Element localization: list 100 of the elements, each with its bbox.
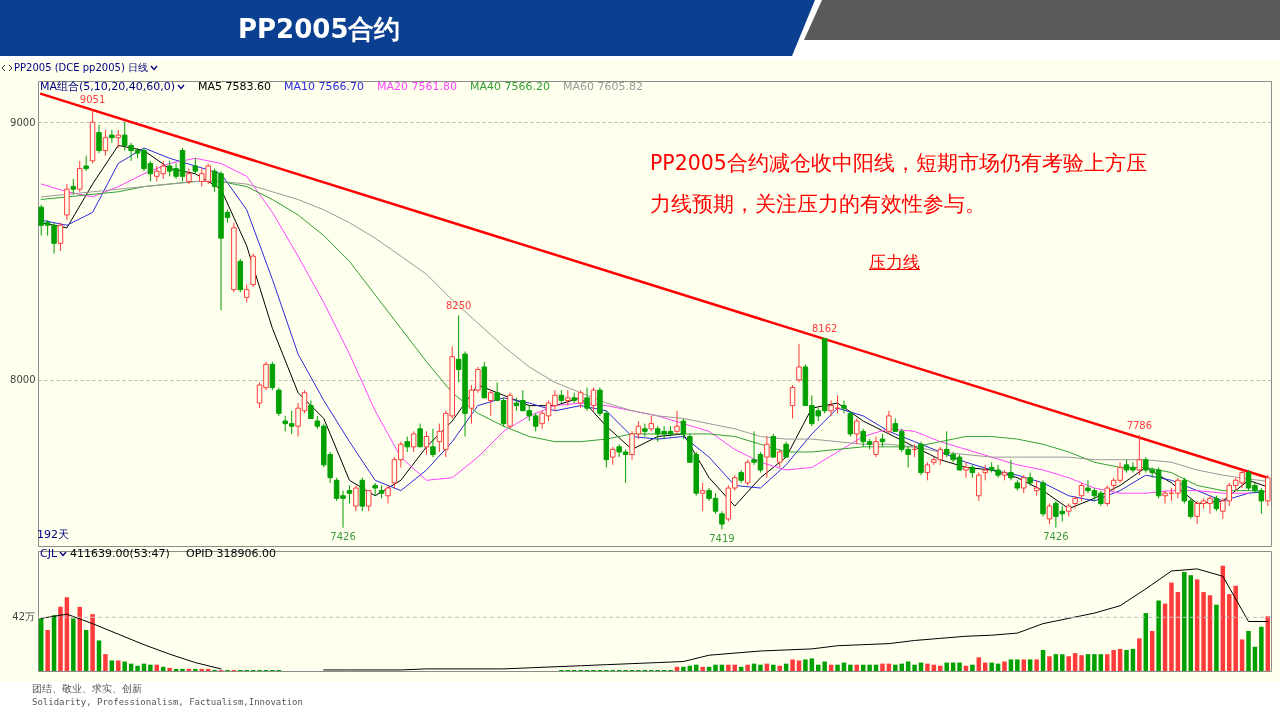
bar (1169, 582, 1174, 671)
bar (944, 662, 949, 671)
bar (970, 664, 975, 671)
candlestick (102, 129, 109, 157)
candlestick (674, 410, 680, 435)
bar (835, 664, 840, 671)
annotation: 7786 (1126, 419, 1153, 431)
annotation: 192天 (37, 528, 69, 541)
text: MA60 7605.82 (563, 80, 644, 93)
candlestick (269, 361, 276, 391)
candlestick (76, 160, 83, 193)
bar (681, 666, 686, 671)
candlestick (276, 387, 282, 417)
ref-line-label: 42万 (12, 611, 35, 623)
text: MA40 7566.20 (470, 80, 551, 93)
text: Solidarity, Professionalism, Factualism,Innovation (32, 697, 303, 707)
candlestick (57, 222, 64, 252)
text: MA20 7561.80 (377, 80, 458, 93)
candlestick (1136, 434, 1143, 476)
candlestick (1078, 482, 1085, 502)
candlestick (385, 484, 391, 504)
bar (771, 664, 776, 671)
bar (1079, 655, 1084, 671)
candlestick (243, 284, 250, 304)
candlestick (487, 389, 494, 417)
candlestick (96, 124, 102, 154)
bar (809, 658, 815, 671)
y-tick-label: 8000 (10, 374, 36, 386)
annotation: 7426 (1043, 530, 1069, 542)
bar (1259, 626, 1264, 671)
annotation: 8162 (811, 323, 838, 335)
candlestick (764, 436, 770, 479)
bar (135, 665, 140, 671)
bar (58, 606, 63, 671)
candlestick (744, 459, 751, 486)
bar (713, 664, 718, 671)
candlestick (873, 436, 879, 458)
annotation: 7426 (330, 530, 356, 542)
candlestick (308, 399, 314, 419)
bar (90, 614, 95, 671)
bar (790, 659, 795, 671)
bar (1156, 600, 1161, 671)
bar (803, 659, 808, 671)
candlestick (590, 387, 597, 412)
bar (71, 618, 76, 671)
candlestick (924, 461, 931, 481)
bar (938, 665, 943, 671)
candlestick (854, 417, 860, 445)
candlestick (584, 387, 590, 412)
bar (1002, 661, 1007, 671)
bar (77, 606, 82, 671)
candlestick (1046, 502, 1053, 525)
bar (880, 663, 885, 671)
candlestick (1265, 474, 1271, 507)
candlestick (115, 129, 122, 149)
bar (1008, 659, 1014, 671)
bar (1246, 631, 1251, 671)
bar (1027, 659, 1033, 671)
chart-title: PP2005合约 (238, 13, 401, 46)
candlestick (1008, 459, 1014, 481)
bar (745, 664, 750, 671)
text: MA10 7566.70 (284, 80, 365, 93)
bar (1066, 656, 1071, 671)
bar (122, 661, 127, 671)
candlestick (770, 433, 777, 458)
bar (1021, 659, 1027, 671)
text: 411639.00(53:47) (70, 547, 170, 560)
candlestick (642, 423, 648, 438)
bar (109, 660, 115, 671)
bar (1124, 649, 1129, 671)
bar (45, 629, 50, 671)
bar (957, 662, 962, 671)
bar (700, 666, 705, 671)
candlestick (1021, 474, 1027, 494)
candlestick (417, 423, 423, 448)
y-tick-label: 9000 (10, 116, 36, 128)
candlestick (699, 482, 706, 512)
bar (925, 663, 930, 671)
annotation: 压力线 (869, 252, 920, 272)
candlestick (796, 343, 802, 383)
bar (96, 640, 102, 671)
candlestick (346, 484, 353, 504)
bar (1060, 654, 1065, 671)
bar (1047, 656, 1052, 671)
candlestick (789, 384, 796, 419)
bar (867, 664, 872, 671)
text: CJL (40, 547, 58, 560)
bar (1034, 659, 1039, 671)
annotation: 9051 (79, 94, 106, 106)
bar (912, 664, 917, 671)
candlestick (776, 448, 783, 468)
candlestick (886, 410, 892, 435)
candlestick (847, 410, 854, 438)
candlestick (976, 472, 982, 502)
candlestick (430, 428, 436, 458)
candlestick (841, 399, 847, 414)
candlestick (577, 389, 584, 409)
bar (848, 664, 853, 671)
candlestick (353, 484, 359, 512)
bar (796, 660, 802, 671)
